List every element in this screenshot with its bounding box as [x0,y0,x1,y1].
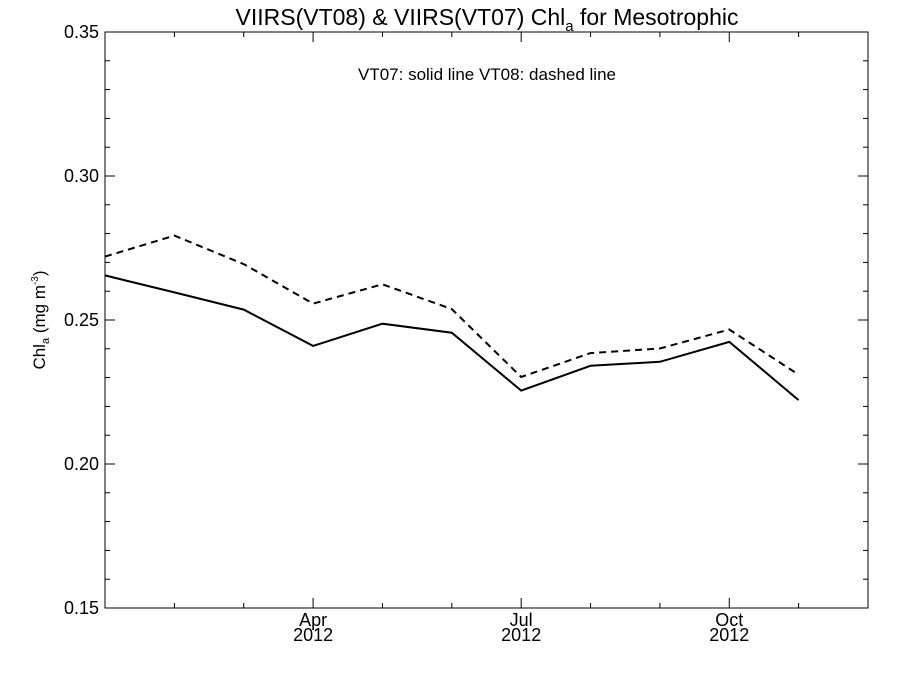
x-tick-label-year: 2012 [501,625,541,645]
y-tick-label: 0.15 [64,598,99,618]
y-tick-labels: 0.15 0.20 0.25 0.30 0.35 [64,22,99,618]
y-axis-label: Chla (mg m-3) [30,270,52,369]
series-line-vt08-dashed [104,234,800,379]
y-tick-label: 0.30 [64,166,99,186]
plot-frame [104,31,869,609]
y-tick-label: 0.35 [64,22,99,42]
series-lines [104,234,800,401]
x-tick-label-year: 2012 [293,625,333,645]
x-tick-label-month: Jul [510,610,533,630]
y-tick-label: 0.25 [64,310,99,330]
chart-title: VIIRS(VT08) & VIIRS(VT07) Chla for Mesot… [236,4,739,35]
x-tick-label-month: Apr [299,610,327,630]
x-tick-label-year: 2012 [709,625,749,645]
x-tick-label-month: Oct [715,610,743,630]
legend-annotation: VT07: solid line VT08: dashed line [358,65,616,84]
axis-ticks [104,31,869,609]
y-tick-label: 0.20 [64,454,99,474]
series-line-vt07-solid [104,274,800,401]
